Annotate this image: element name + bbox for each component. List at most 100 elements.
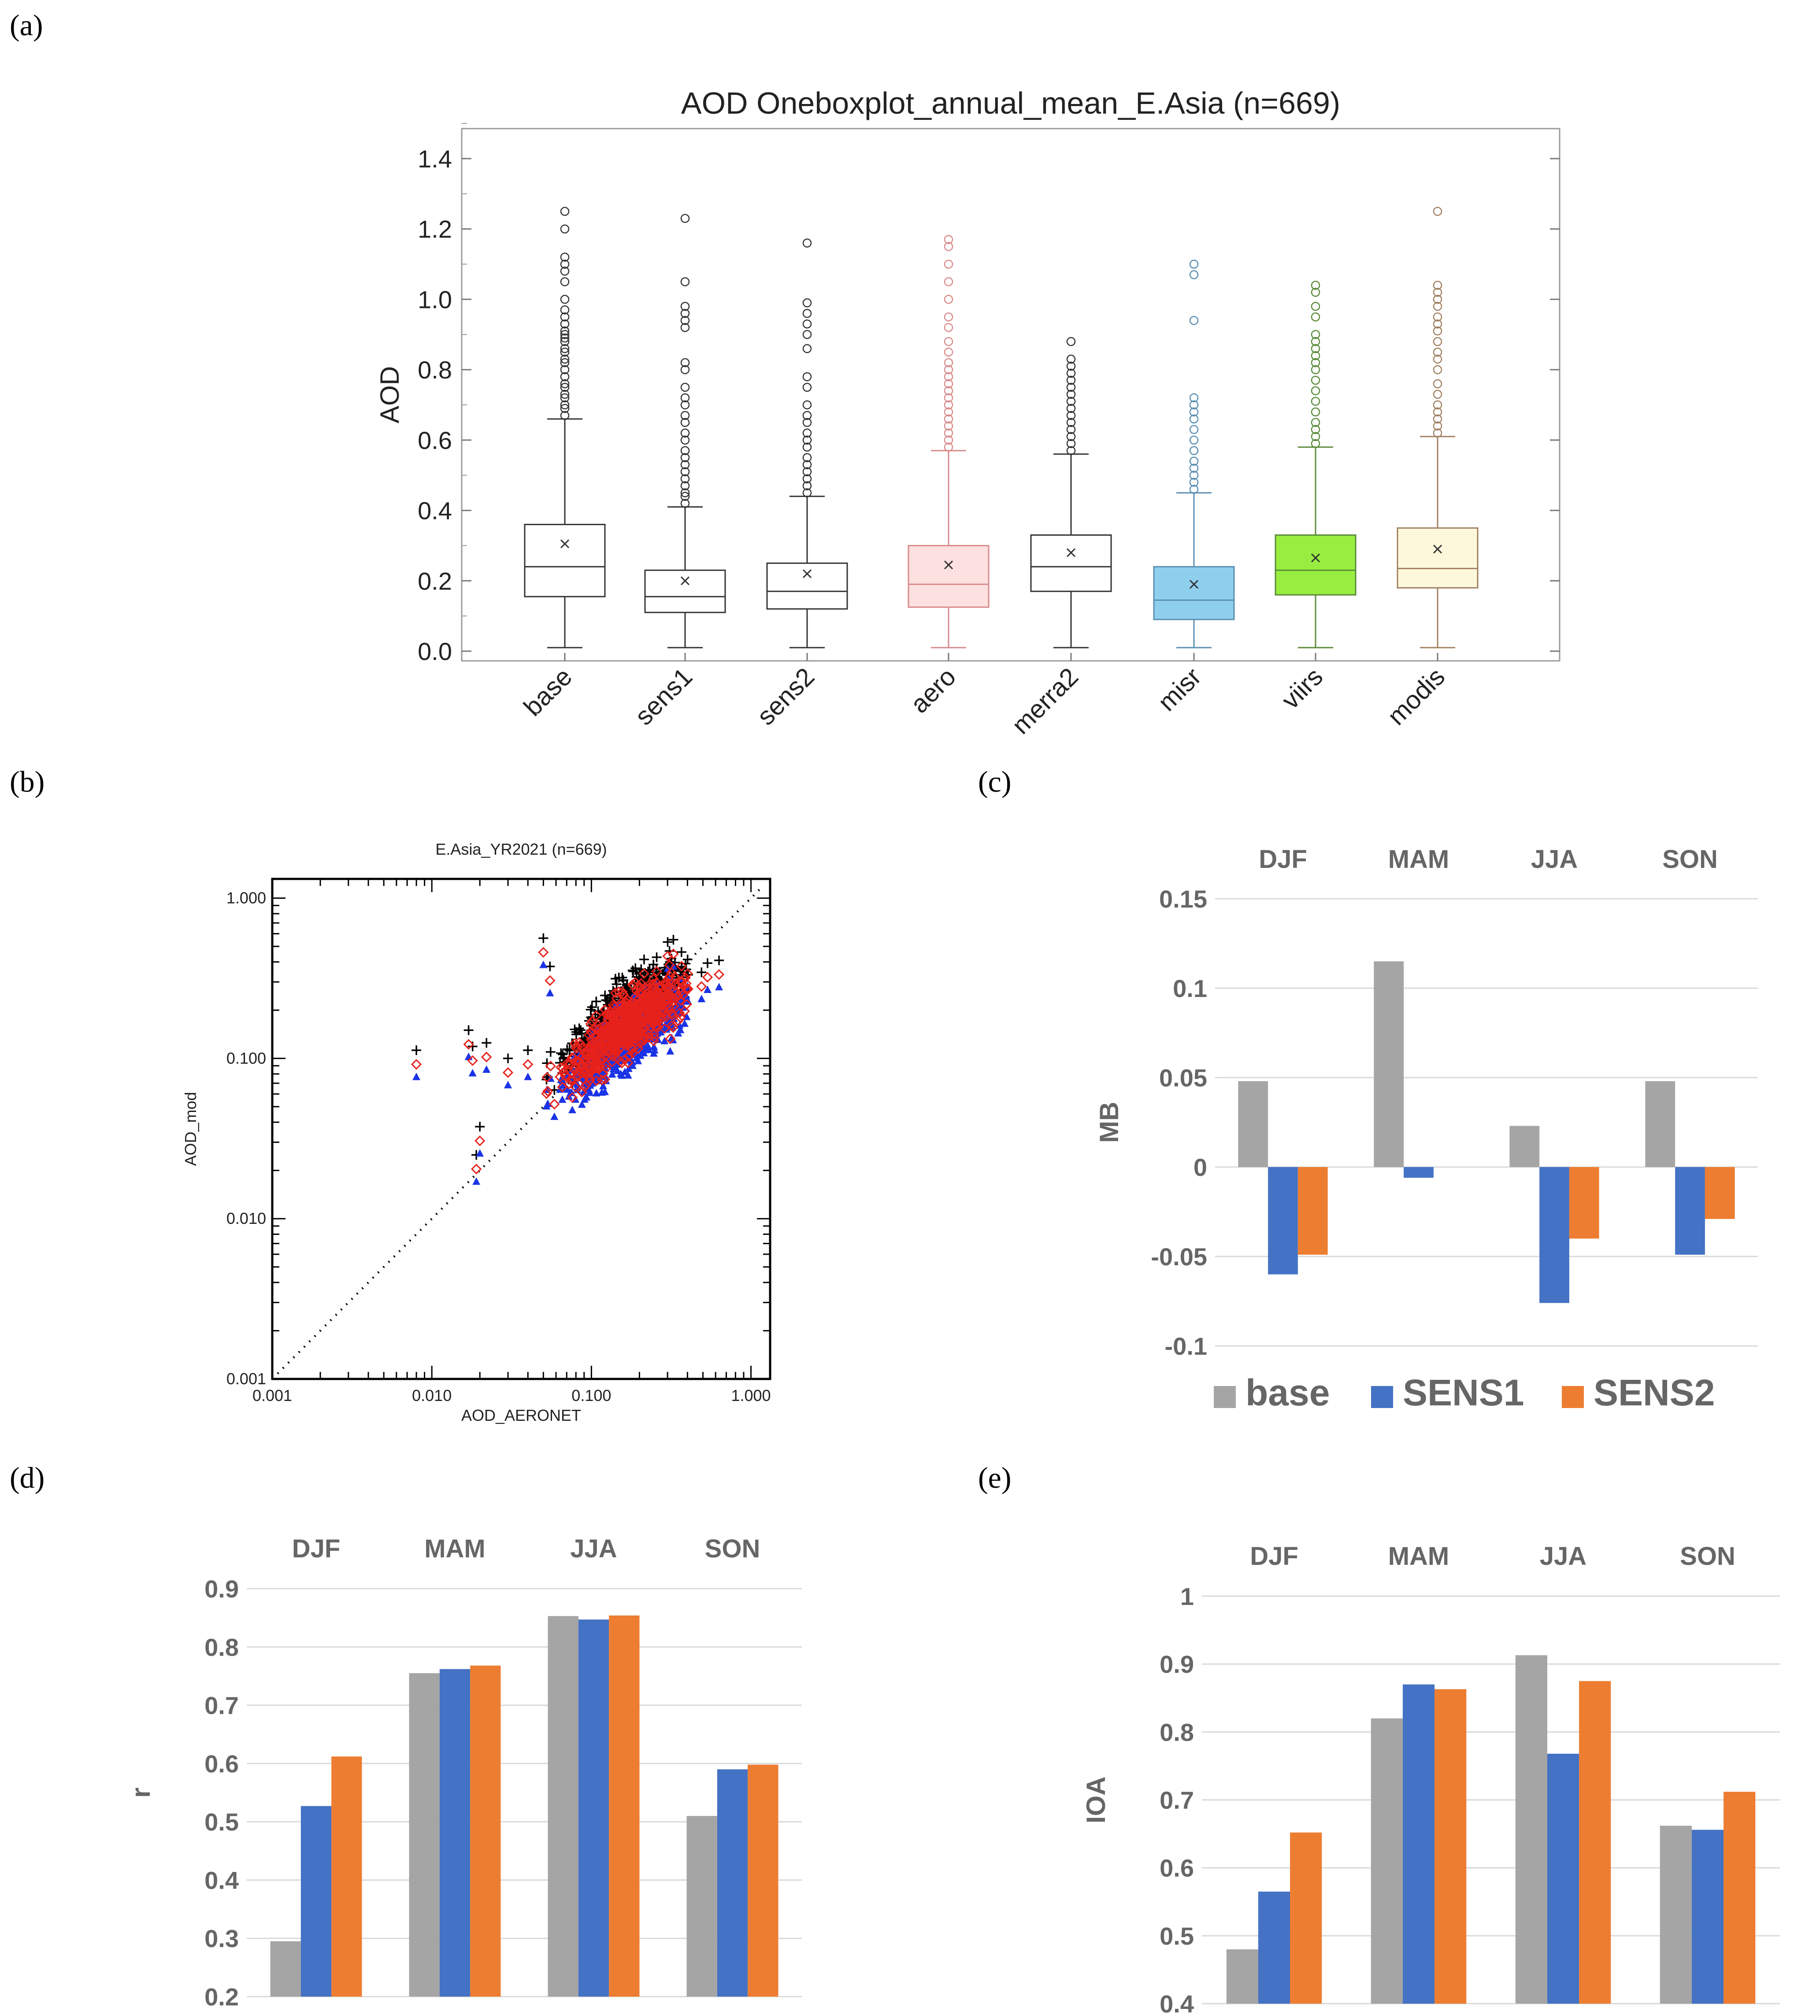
point-sens2 (655, 1014, 666, 1025)
outlier-point (802, 435, 812, 445)
outlier-point (1311, 439, 1320, 448)
point-sens2 (611, 1024, 622, 1035)
y-tick-label: 0.6 (418, 426, 452, 454)
point-sens2 (599, 1074, 611, 1085)
y-tick-label: 0.7 (1160, 1786, 1194, 1814)
point-sens2 (662, 951, 673, 962)
y-tick-label: 0.2 (418, 567, 452, 595)
point-sens2 (541, 1072, 552, 1083)
point-sens2 (411, 1059, 422, 1070)
box-modis (1397, 207, 1479, 649)
point-sens2 (673, 990, 684, 1001)
outlier-point (944, 400, 953, 410)
bar-base-mam (1374, 961, 1404, 1167)
y-axis-label: IOA (1081, 1776, 1111, 1823)
point-sens2 (651, 1006, 662, 1017)
bar-base-son (1660, 1826, 1692, 2004)
outlier-point (1066, 432, 1076, 441)
point-sens2 (620, 1026, 631, 1037)
bar-base-son (686, 1816, 717, 1997)
mean-marker (680, 576, 690, 586)
point-sens2 (575, 1039, 586, 1050)
x-tick-label-viirs: viirs (1276, 662, 1328, 715)
x-tick-label-modis: modis (1382, 662, 1450, 730)
y-tick-label: 0.9 (204, 1575, 239, 1603)
point-sens2 (632, 1012, 643, 1023)
category-label-jja: JJA (1540, 1542, 1586, 1571)
point-base (652, 952, 662, 962)
point-base (475, 1122, 485, 1132)
point-sens1 (468, 1069, 477, 1077)
point-base (639, 954, 649, 964)
x-tick-label-sens2: sens2 (752, 662, 820, 730)
point-sens2 (668, 949, 679, 960)
point-sens1 (568, 1105, 576, 1113)
outlier-point (1433, 312, 1442, 322)
point-sens2 (611, 993, 622, 1004)
outlier-point (680, 428, 690, 438)
y-tick-label: 0.7 (204, 1692, 239, 1720)
point-sens1 (676, 1026, 685, 1034)
point-sens2 (630, 977, 641, 988)
bar-sens1-djf (1258, 1891, 1290, 2004)
point-sens2 (600, 1004, 611, 1015)
point-sens2 (549, 1099, 560, 1110)
bar-sens2-mam (470, 1665, 501, 1997)
point-sens2 (652, 989, 663, 1000)
y-axis-label: AOD_mod (182, 1092, 200, 1166)
outlier-point (944, 365, 953, 374)
point-sens2 (630, 1003, 641, 1014)
panel-label-d: (d) (10, 1461, 45, 1494)
point-sens2 (676, 975, 687, 986)
point-sens2 (623, 1006, 634, 1017)
legend-label-base: base (1245, 1372, 1330, 1413)
outlier-point (1311, 351, 1320, 360)
y-tick-label: 1 (1180, 1582, 1194, 1610)
point-sens1 (624, 1064, 633, 1072)
point-sens2 (680, 972, 691, 983)
point-base (668, 935, 678, 945)
box-sens2 (766, 238, 848, 649)
outlier-point (680, 214, 690, 223)
outlier-point (802, 344, 812, 353)
point-sens2 (562, 1058, 573, 1069)
outlier-point (1311, 386, 1320, 396)
y-tick-label: 0.001 (226, 1370, 266, 1388)
point-sens1 (592, 1089, 600, 1097)
point-sens2 (665, 1033, 676, 1044)
panel-label-e: (e) (978, 1461, 1012, 1494)
point-base (558, 1049, 568, 1060)
point-sens2 (463, 1039, 474, 1050)
point-sens2 (654, 988, 665, 999)
y-tick-label: 0.15 (1159, 885, 1207, 913)
outlier-point (680, 309, 690, 318)
outlier-point (680, 460, 690, 470)
outlier-point (680, 393, 690, 403)
outlier-point (1433, 407, 1442, 417)
outlier-point (1311, 407, 1320, 417)
outlier-point (1066, 389, 1076, 399)
bar-sens1-mam (1402, 1684, 1435, 2004)
y-tick-label: 0.05 (1159, 1064, 1207, 1092)
point-sens2 (651, 1020, 662, 1031)
point-sens2 (644, 1013, 655, 1024)
point-sens2 (682, 968, 693, 979)
box-merra2 (1030, 337, 1112, 649)
y-tick-label: 0.2 (204, 1983, 239, 2011)
point-sens2 (713, 969, 725, 980)
outlier-point (1311, 418, 1320, 427)
outlier-point (560, 295, 570, 304)
outlier-point (560, 207, 570, 216)
point-sens2 (586, 1016, 597, 1027)
bar-sens2-son (1724, 1792, 1756, 2004)
chart-title: AOD Oneboxplot_annual_mean_E.Asia (n=669… (681, 86, 1340, 120)
outlier-point (1189, 485, 1199, 494)
point-sens2 (572, 1066, 583, 1078)
point-base (538, 933, 549, 943)
point-sens2 (642, 980, 654, 991)
x-tick-label-misr: misr (1153, 662, 1207, 716)
point-sens2 (642, 1019, 653, 1030)
outlier-point (1433, 389, 1442, 399)
bar-base-djf (1238, 1081, 1268, 1167)
